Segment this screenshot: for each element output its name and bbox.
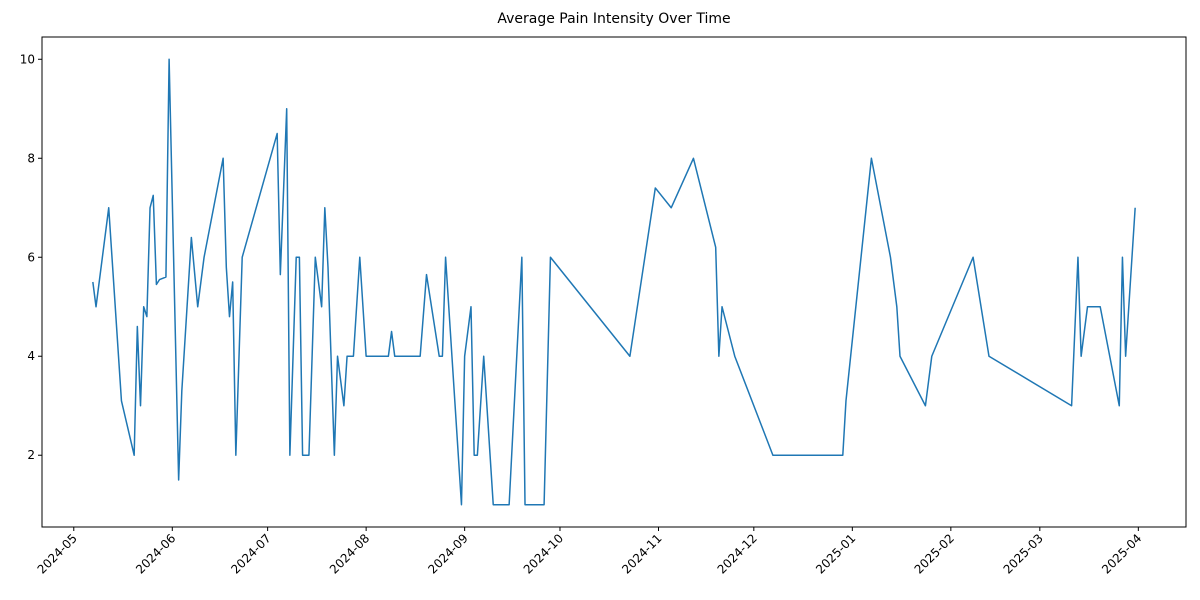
x-tick-label: 2024-06 [133, 531, 178, 576]
x-tick-label: 2025-04 [1099, 531, 1144, 576]
x-tick-label: 2025-03 [1001, 531, 1046, 576]
data-line [92, 58, 1136, 506]
y-tick-label: 8 [27, 151, 35, 165]
x-tick-label: 2025-02 [912, 531, 957, 576]
x-tick-label: 2024-07 [228, 531, 273, 576]
x-tick-label: 2025-01 [813, 531, 858, 576]
x-tick-label: 2024-08 [327, 531, 372, 576]
y-tick-label: 10 [20, 52, 35, 66]
chart-title: Average Pain Intensity Over Time [497, 11, 730, 27]
plot-frame [41, 36, 1187, 528]
y-tick-label: 6 [27, 250, 35, 264]
x-tick-label: 2024-09 [425, 531, 470, 576]
x-tick-label: 2024-05 [35, 531, 80, 576]
x-tick-label: 2024-10 [521, 531, 566, 576]
x-tick-label: 2024-11 [619, 531, 664, 576]
y-tick-label: 2 [27, 448, 35, 462]
y-tick-label: 4 [27, 349, 35, 363]
x-tick-label: 2024-12 [715, 531, 760, 576]
